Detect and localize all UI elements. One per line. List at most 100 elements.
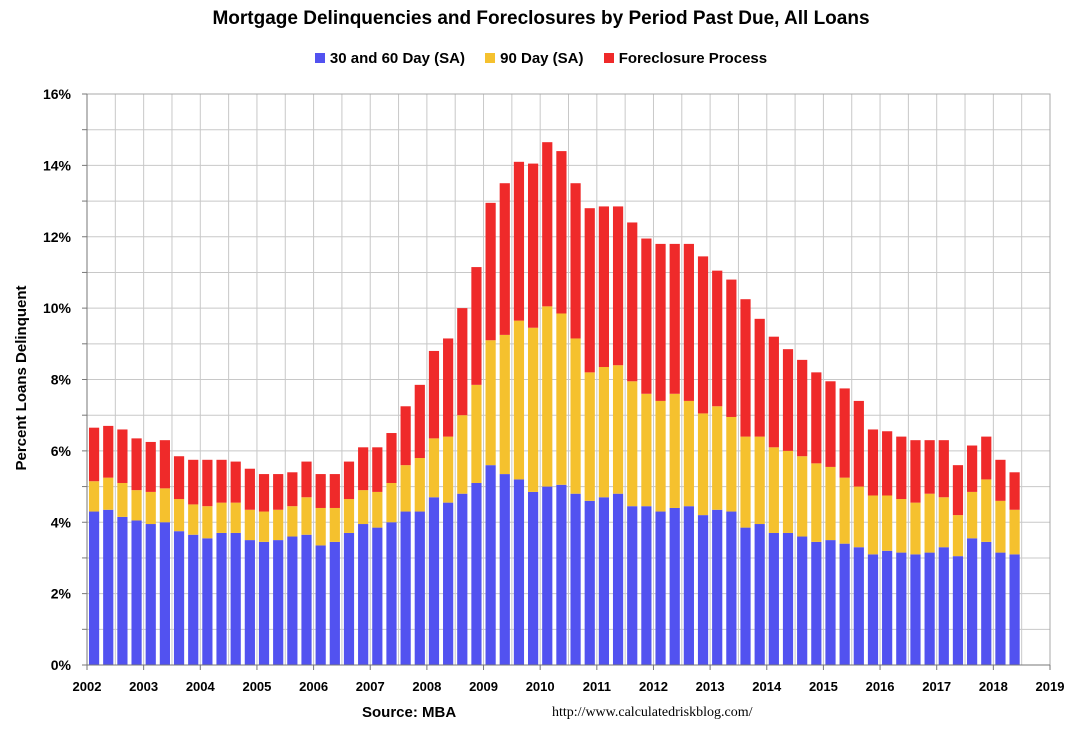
bar-90-day bbox=[145, 491, 156, 525]
y-tick-label: 4% bbox=[51, 514, 72, 530]
bar-30-60-day bbox=[641, 506, 652, 665]
x-tick-label: 2011 bbox=[583, 679, 611, 694]
bar-foreclosure bbox=[924, 440, 935, 494]
bar-30-60-day bbox=[343, 532, 355, 665]
bar-30-60-day bbox=[287, 536, 298, 665]
bar-90-day bbox=[343, 499, 355, 533]
x-tick-label: 2006 bbox=[299, 679, 328, 694]
bar-foreclosure bbox=[386, 433, 397, 483]
x-tick-label: 2007 bbox=[356, 679, 385, 694]
bar-foreclosure bbox=[853, 400, 864, 487]
bar-foreclosure bbox=[443, 338, 454, 437]
bar-foreclosure bbox=[287, 472, 298, 507]
legend-item-foreclosure: Foreclosure Process bbox=[603, 50, 767, 67]
y-tick-label: 10% bbox=[43, 300, 72, 316]
bar-foreclosure bbox=[882, 431, 893, 496]
bar-foreclosure bbox=[273, 474, 284, 510]
bar-foreclosure bbox=[598, 206, 610, 368]
bar-90-day bbox=[669, 393, 680, 508]
bar-90-day bbox=[287, 506, 298, 537]
bar-30-60-day bbox=[981, 541, 992, 665]
bar-30-60-day bbox=[584, 500, 595, 665]
bar-foreclosure bbox=[797, 359, 808, 457]
bar-90-day bbox=[882, 495, 893, 551]
bar-30-60-day bbox=[301, 534, 312, 665]
bar-30-60-day bbox=[669, 507, 680, 665]
bar-foreclosure bbox=[499, 183, 510, 335]
bar-30-60-day bbox=[882, 550, 893, 665]
legend-swatch-foreclosure bbox=[603, 53, 614, 63]
bar-foreclosure bbox=[768, 336, 779, 448]
bar-30-60-day bbox=[683, 506, 694, 665]
bar-90-day bbox=[230, 502, 241, 533]
bar-30-60-day bbox=[995, 552, 1006, 665]
bar-foreclosure bbox=[952, 465, 964, 516]
y-tick-label: 6% bbox=[51, 443, 72, 459]
bar-30-60-day bbox=[202, 538, 213, 665]
bar-foreclosure bbox=[513, 161, 525, 321]
bar-90-day bbox=[329, 507, 340, 542]
bar-30-60-day bbox=[88, 511, 100, 665]
bar-foreclosure bbox=[315, 474, 326, 508]
bar-foreclosure bbox=[981, 436, 992, 480]
legend-item-30-60-day: 30 and 60 Day (SA) bbox=[314, 50, 465, 67]
bar-foreclosure bbox=[343, 461, 355, 500]
bar-30-60-day bbox=[513, 479, 525, 665]
bar-90-day bbox=[556, 313, 567, 485]
source-url: http://www.calculatedriskblog.com/ bbox=[552, 705, 753, 720]
bar-90-day bbox=[258, 511, 270, 542]
bar-90-day bbox=[386, 482, 397, 523]
x-tick-label: 2010 bbox=[526, 679, 555, 694]
bar-90-day bbox=[471, 384, 482, 483]
bar-90-day bbox=[88, 481, 100, 512]
bar-foreclosure bbox=[301, 461, 312, 498]
x-tick-label: 2014 bbox=[752, 679, 782, 694]
x-tick-label: 2016 bbox=[866, 679, 895, 694]
bar-30-60-day bbox=[499, 474, 510, 665]
bar-90-day bbox=[301, 497, 312, 535]
bar-foreclosure bbox=[867, 429, 879, 496]
bar-90-day bbox=[173, 499, 185, 532]
bar-foreclosure bbox=[655, 243, 666, 401]
bar-90-day bbox=[797, 456, 808, 537]
bar-30-60-day bbox=[471, 482, 482, 665]
legend: 30 and 60 Day (SA) 90 Day (SA) Foreclosu… bbox=[0, 50, 1082, 67]
x-tick-label: 2019 bbox=[1036, 679, 1065, 694]
bar-30-60-day bbox=[414, 511, 425, 665]
bar-foreclosure bbox=[967, 445, 978, 492]
bar-30-60-day bbox=[867, 554, 879, 665]
bar-90-day bbox=[641, 393, 652, 507]
bar-foreclosure bbox=[358, 447, 369, 491]
bar-30-60-day bbox=[428, 497, 440, 665]
bars bbox=[88, 142, 1020, 665]
bar-30-60-day bbox=[740, 527, 751, 665]
bar-90-day bbox=[726, 416, 737, 512]
bar-90-day bbox=[754, 436, 765, 525]
bar-foreclosure bbox=[173, 456, 185, 500]
bar-foreclosure bbox=[131, 438, 142, 491]
bar-30-60-day bbox=[896, 552, 907, 665]
bar-foreclosure bbox=[811, 372, 822, 464]
bar-30-60-day bbox=[117, 516, 128, 665]
bar-foreclosure bbox=[754, 318, 765, 437]
bar-30-60-day bbox=[443, 502, 454, 665]
x-tick-label: 2008 bbox=[412, 679, 441, 694]
bar-30-60-day bbox=[655, 511, 666, 665]
bar-90-day bbox=[103, 477, 114, 510]
bar-90-day bbox=[584, 372, 595, 501]
bar-30-60-day bbox=[1009, 554, 1020, 665]
bar-foreclosure bbox=[244, 468, 255, 510]
bar-90-day bbox=[131, 490, 142, 521]
bar-30-60-day bbox=[159, 522, 170, 665]
bar-30-60-day bbox=[358, 524, 369, 665]
legend-item-90-day: 90 Day (SA) bbox=[485, 50, 584, 67]
bar-foreclosure bbox=[782, 349, 794, 451]
bar-30-60-day bbox=[952, 556, 964, 665]
bar-90-day bbox=[159, 488, 170, 523]
bar-foreclosure bbox=[712, 270, 723, 407]
legend-swatch-90-day bbox=[485, 53, 496, 63]
bar-90-day bbox=[825, 466, 836, 541]
bar-foreclosure bbox=[230, 461, 241, 503]
x-tick-label: 2017 bbox=[922, 679, 951, 694]
